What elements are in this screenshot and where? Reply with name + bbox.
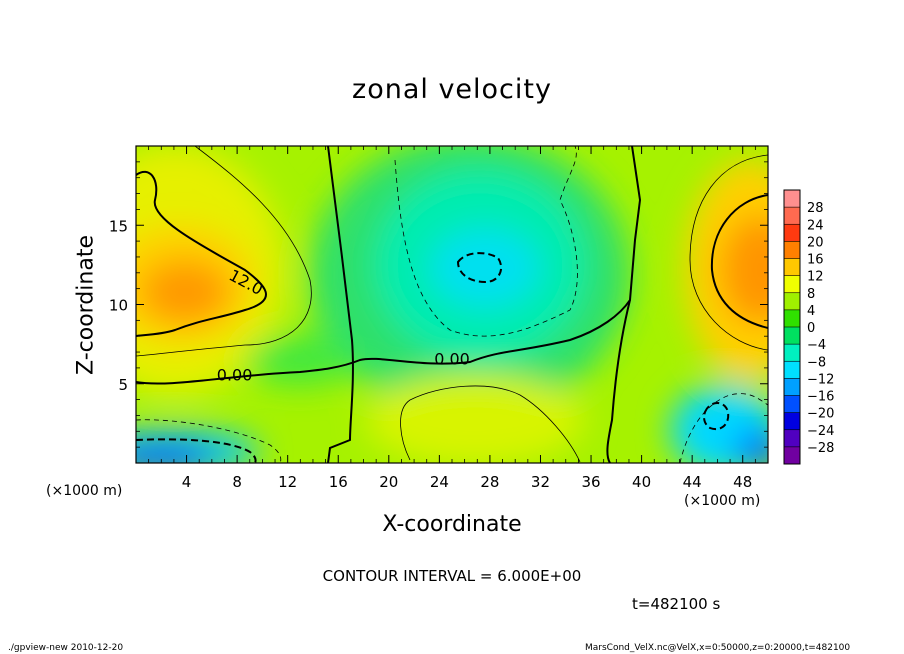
lower-warm [365, 375, 585, 463]
axis-ticks [136, 146, 768, 463]
bottom-left-cool-core [136, 443, 215, 463]
x-tick-labels: 4 8 12 16 20 24 28 32 36 40 44 48 [182, 473, 752, 491]
colorbar-segment [784, 395, 800, 414]
chart-title: zonal velocity [352, 74, 552, 105]
x-unit-label-left: (×1000 m) [46, 483, 123, 499]
y-tick-label: 10 [109, 297, 128, 315]
colorbar-segment [784, 412, 800, 431]
contour-label: 0.00 [434, 350, 470, 369]
bottom-right-cool-core [735, 430, 768, 463]
contour-neg6-bottom-left [136, 419, 282, 463]
contour-neg6-bottom-right [679, 393, 768, 463]
colorbar-segment [784, 378, 800, 396]
colorbar-label: −24 [807, 424, 834, 439]
right-warm-core [720, 215, 768, 325]
colorbar-label: 12 [807, 270, 824, 285]
colorbar-label: 28 [807, 201, 824, 216]
y-tick-label: 15 [109, 217, 128, 235]
y-axis-label: Z-coordinate [73, 235, 99, 375]
x-tick-label: 12 [278, 473, 297, 491]
colorbar-label: 4 [807, 304, 815, 319]
x-unit-label-right: (×1000 m) [684, 493, 761, 509]
colorbar-label: 24 [807, 218, 824, 233]
colorbar-segment [784, 241, 800, 259]
colorbar-segment [784, 292, 800, 311]
x-tick-label: 48 [733, 473, 752, 491]
colorbar-segment [784, 275, 800, 294]
x-tick-label: 36 [581, 473, 600, 491]
x-tick-label: 24 [430, 473, 449, 491]
colorbar-segment [784, 344, 800, 362]
colorbar-label: 16 [807, 253, 824, 268]
contour-neg12-bottom-left [136, 438, 257, 463]
zero-contour-right-column [606, 299, 631, 463]
colorbar-segment [784, 361, 800, 379]
contour-12-left [136, 170, 267, 337]
contour-6-right [689, 154, 768, 351]
x-axis-label: X-coordinate [382, 512, 522, 537]
colorbar-label: −8 [807, 355, 826, 370]
colorbar-label: −20 [807, 407, 834, 422]
colorbar-segment [784, 446, 800, 465]
zero-contour-main [136, 146, 642, 385]
central-cool-core [430, 228, 540, 308]
x-tick-label: 40 [632, 473, 651, 491]
x-tick-label: 16 [329, 473, 348, 491]
contour-12-right [710, 194, 768, 329]
x-tick-label: 4 [182, 473, 192, 491]
colorbar-segment [784, 224, 800, 242]
y-tick-label: 5 [118, 376, 128, 394]
colorbar-labels: 28 24 20 16 12 8 4 0 −4 −8 −12 −16 −20 −24 −28 [807, 201, 834, 456]
colorbar-segment [784, 429, 800, 448]
x-tick-label: 32 [531, 473, 550, 491]
x-tick-label: 28 [480, 473, 499, 491]
colorbar-segment [784, 258, 800, 277]
colorbar-label: −16 [807, 390, 834, 405]
contour-interval-text: CONTOUR INTERVAL = 6.000E+00 [322, 567, 582, 585]
footer-right: MarsCond_VelX.nc@VelX,x=0:50000,z=0:2000… [585, 643, 851, 653]
colorbar-label: −4 [807, 338, 826, 353]
colorbar-segment [784, 207, 800, 225]
heatmap-field [136, 146, 768, 463]
contour-neg6-central [394, 146, 578, 337]
time-label: t=482100 s [632, 595, 721, 613]
field-blobs [136, 146, 768, 463]
contour-label: 0.00 [217, 366, 253, 385]
colorbar-label: −12 [807, 372, 834, 387]
contour-lines [136, 146, 768, 463]
colorbar [783, 189, 801, 465]
colorbar-label: 8 [807, 287, 815, 302]
contour-neg12-central [456, 252, 503, 284]
x-tick-label: 44 [683, 473, 702, 491]
colorbar-segment [784, 190, 800, 208]
contour-6-left [136, 146, 312, 357]
zero-contour-left-column [327, 146, 354, 463]
left-warm-core [140, 260, 230, 324]
mid-left-green [245, 335, 355, 385]
x-tick-label: 8 [232, 473, 242, 491]
contour-6-lower [400, 385, 581, 463]
colorbar-label: 20 [807, 235, 824, 250]
colorbar-label: −28 [807, 441, 834, 456]
contour-neg12-bottom-right [703, 402, 730, 431]
x-tick-label: 20 [379, 473, 398, 491]
footer-left: ./gpview-new 2010-12-20 [8, 643, 124, 653]
y-tick-labels: 5 10 15 [109, 217, 128, 394]
colorbar-label: 0 [807, 321, 815, 336]
colorbar-segment [784, 309, 800, 328]
colorbar-segment [784, 327, 800, 345]
